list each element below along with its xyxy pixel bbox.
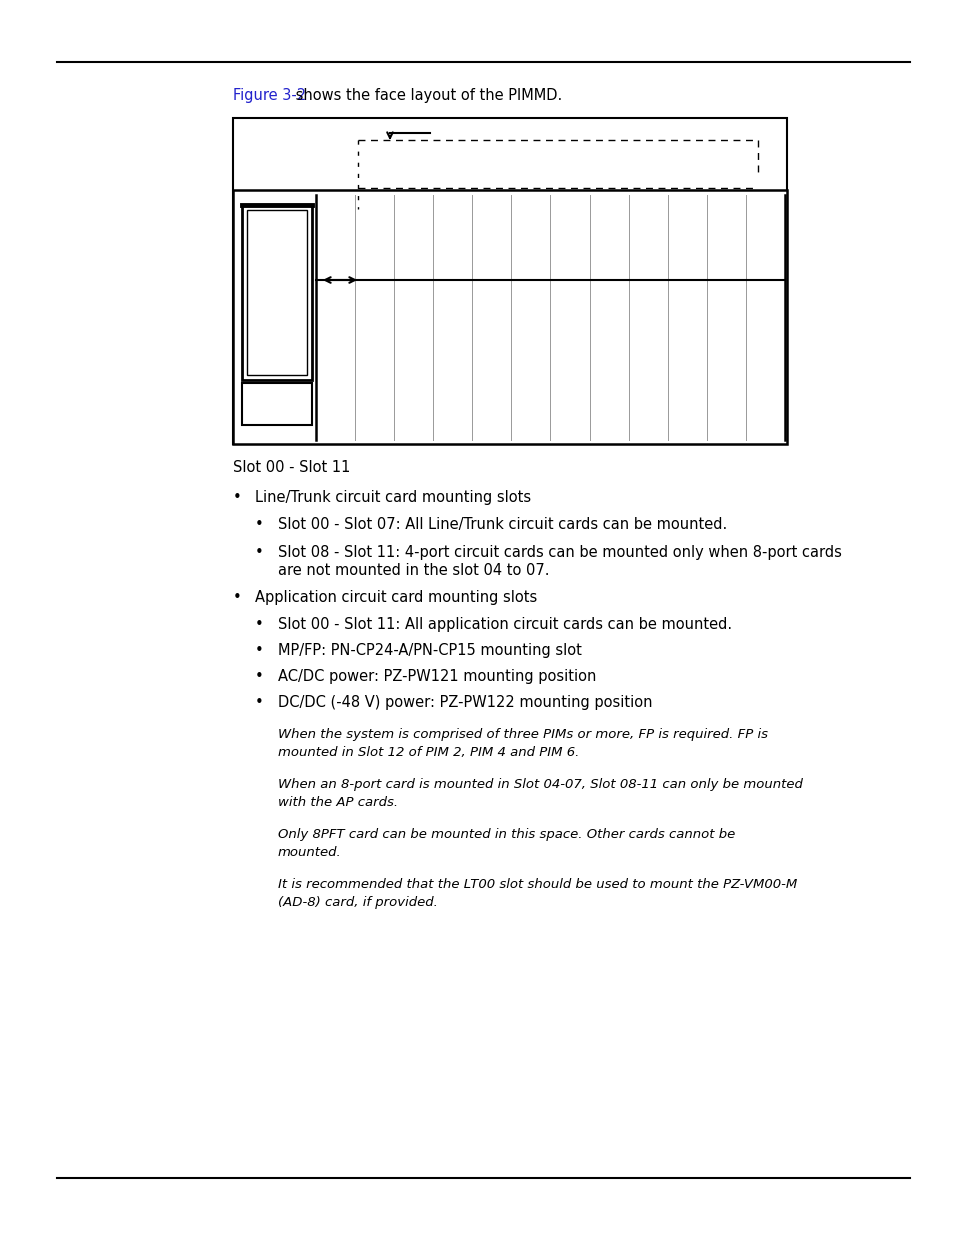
Text: When an 8-port card is mounted in Slot 04-07, Slot 08-11 can only be mounted: When an 8-port card is mounted in Slot 0… — [277, 778, 802, 790]
Bar — [233, 190, 786, 445]
Text: •: • — [254, 618, 263, 632]
Text: •: • — [254, 695, 263, 710]
Text: Slot 00 - Slot 11: All application circuit cards can be mounted.: Slot 00 - Slot 11: All application circu… — [277, 618, 731, 632]
Text: (AD-8) card, if provided.: (AD-8) card, if provided. — [277, 897, 437, 909]
Bar — [242, 383, 312, 425]
Bar — [247, 210, 307, 375]
Text: Slot 08 - Slot 11: 4-port circuit cards can be mounted only when 8-port cards: Slot 08 - Slot 11: 4-port circuit cards … — [277, 545, 841, 559]
Text: •: • — [233, 590, 241, 605]
Text: Line/Trunk circuit card mounting slots: Line/Trunk circuit card mounting slots — [254, 490, 531, 505]
Text: with the AP cards.: with the AP cards. — [277, 797, 397, 809]
Text: When the system is comprised of three PIMs or more, FP is required. FP is: When the system is comprised of three PI… — [277, 727, 767, 741]
Bar — [233, 119, 786, 445]
Text: AC/DC power: PZ-PW121 mounting position: AC/DC power: PZ-PW121 mounting position — [277, 669, 596, 684]
Text: Slot 00 - Slot 11: Slot 00 - Slot 11 — [233, 459, 350, 475]
Text: Application circuit card mounting slots: Application circuit card mounting slots — [254, 590, 537, 605]
Text: •: • — [254, 643, 263, 658]
Text: Slot 00 - Slot 07: All Line/Trunk circuit cards can be mounted.: Slot 00 - Slot 07: All Line/Trunk circui… — [277, 517, 726, 532]
Text: It is recommended that the LT00 slot should be used to mount the PZ-VM00-M: It is recommended that the LT00 slot sho… — [277, 878, 797, 890]
Text: mounted.: mounted. — [277, 846, 341, 860]
Text: Figure 3-2: Figure 3-2 — [233, 88, 306, 103]
Text: DC/DC (-48 V) power: PZ-PW122 mounting position: DC/DC (-48 V) power: PZ-PW122 mounting p… — [277, 695, 652, 710]
Text: •: • — [233, 490, 241, 505]
Text: shows the face layout of the PIMMD.: shows the face layout of the PIMMD. — [291, 88, 561, 103]
Text: •: • — [254, 517, 263, 532]
Text: •: • — [254, 545, 263, 559]
Text: •: • — [254, 669, 263, 684]
Text: are not mounted in the slot 04 to 07.: are not mounted in the slot 04 to 07. — [277, 563, 549, 578]
Text: mounted in Slot 12 of PIM 2, PIM 4 and PIM 6.: mounted in Slot 12 of PIM 2, PIM 4 and P… — [277, 746, 578, 760]
Bar — [242, 205, 312, 380]
Text: MP/FP: PN-CP24-A/PN-CP15 mounting slot: MP/FP: PN-CP24-A/PN-CP15 mounting slot — [277, 643, 581, 658]
Text: Only 8PFT card can be mounted in this space. Other cards cannot be: Only 8PFT card can be mounted in this sp… — [277, 827, 735, 841]
